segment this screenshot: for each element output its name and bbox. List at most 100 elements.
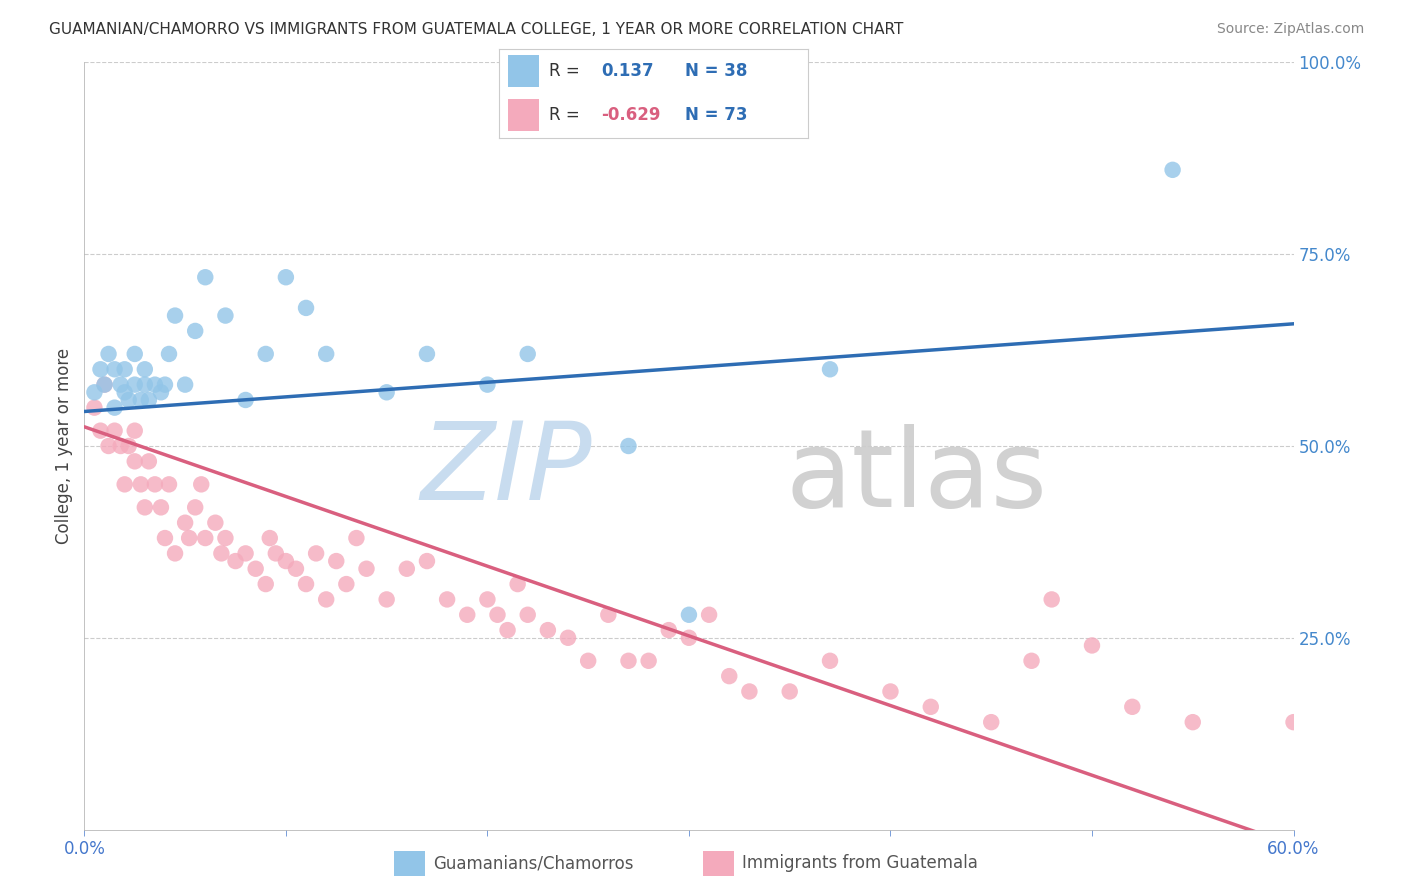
Point [980, 715, 1002, 730]
Point [225, 554, 247, 568]
Point [1121, 699, 1143, 714]
Text: Guamanians/Chamorros: Guamanians/Chamorros [433, 855, 634, 872]
Point [97, 347, 120, 361]
Point [104, 401, 127, 415]
Point [1040, 592, 1063, 607]
Text: R =: R = [548, 106, 579, 124]
Point [129, 477, 152, 491]
Point [114, 385, 136, 400]
Point [149, 500, 172, 515]
Point [779, 684, 801, 698]
Point [153, 531, 176, 545]
Point [194, 270, 217, 285]
Point [738, 684, 761, 698]
Point [486, 607, 509, 622]
Point [818, 654, 841, 668]
Point [235, 392, 257, 407]
Point [157, 477, 180, 491]
Point [114, 477, 136, 491]
Point [678, 607, 700, 622]
Point [295, 301, 318, 315]
Point [149, 385, 172, 400]
Point [335, 577, 357, 591]
Point [124, 424, 146, 438]
Point [254, 347, 277, 361]
Point [375, 385, 398, 400]
Text: Immigrants from Guatemala: Immigrants from Guatemala [742, 855, 979, 872]
Point [1021, 654, 1043, 668]
Point [697, 607, 720, 622]
Point [184, 500, 207, 515]
Text: 0.137: 0.137 [602, 62, 654, 80]
Point [174, 377, 197, 392]
Point [245, 562, 267, 576]
Point [114, 362, 136, 376]
Point [104, 362, 127, 376]
Point [93, 377, 115, 392]
Point [118, 439, 141, 453]
Point [153, 377, 176, 392]
Point [134, 362, 156, 376]
Point [315, 347, 337, 361]
Point [356, 562, 378, 576]
Bar [509, 99, 540, 131]
Point [658, 623, 681, 637]
Text: GUAMANIAN/CHAMORRO VS IMMIGRANTS FROM GUATEMALA COLLEGE, 1 YEAR OR MORE CORRELAT: GUAMANIAN/CHAMORRO VS IMMIGRANTS FROM GU… [49, 22, 904, 37]
Point [264, 546, 287, 560]
Point [190, 477, 212, 491]
Point [134, 500, 156, 515]
Point [617, 439, 640, 453]
Point [104, 424, 127, 438]
Point [617, 654, 640, 668]
Bar [509, 55, 540, 87]
Point [209, 546, 232, 560]
Text: Source: ZipAtlas.com: Source: ZipAtlas.com [1216, 22, 1364, 37]
Point [325, 554, 347, 568]
Point [395, 562, 418, 576]
Point [477, 592, 499, 607]
Point [214, 531, 236, 545]
Point [1161, 162, 1184, 177]
Point [89, 362, 111, 376]
Point [143, 377, 166, 392]
Point [346, 531, 368, 545]
Point [879, 684, 901, 698]
Point [285, 562, 308, 576]
Point [138, 392, 160, 407]
Point [718, 669, 741, 683]
Point [204, 516, 226, 530]
Text: N = 73: N = 73 [685, 106, 747, 124]
Point [375, 592, 398, 607]
Point [124, 347, 146, 361]
Point [496, 623, 519, 637]
Y-axis label: College, 1 year or more: College, 1 year or more [55, 348, 73, 544]
Point [83, 385, 105, 400]
Text: atlas: atlas [786, 424, 1047, 530]
Point [259, 531, 281, 545]
Point [678, 631, 700, 645]
Point [179, 531, 201, 545]
Text: N = 38: N = 38 [685, 62, 747, 80]
Point [134, 377, 156, 392]
Point [165, 309, 187, 323]
Point [537, 623, 560, 637]
Point [1181, 715, 1204, 730]
Point [83, 401, 105, 415]
Point [295, 577, 318, 591]
Text: R =: R = [548, 62, 579, 80]
Point [129, 392, 152, 407]
Point [637, 654, 659, 668]
Point [436, 592, 458, 607]
Point [315, 592, 337, 607]
Point [305, 546, 328, 560]
Point [235, 546, 257, 560]
Point [254, 577, 277, 591]
Point [416, 554, 439, 568]
Point [818, 362, 841, 376]
Point [124, 454, 146, 468]
Point [157, 347, 180, 361]
Point [576, 654, 599, 668]
Point [516, 607, 538, 622]
Point [184, 324, 207, 338]
Point [516, 347, 538, 361]
